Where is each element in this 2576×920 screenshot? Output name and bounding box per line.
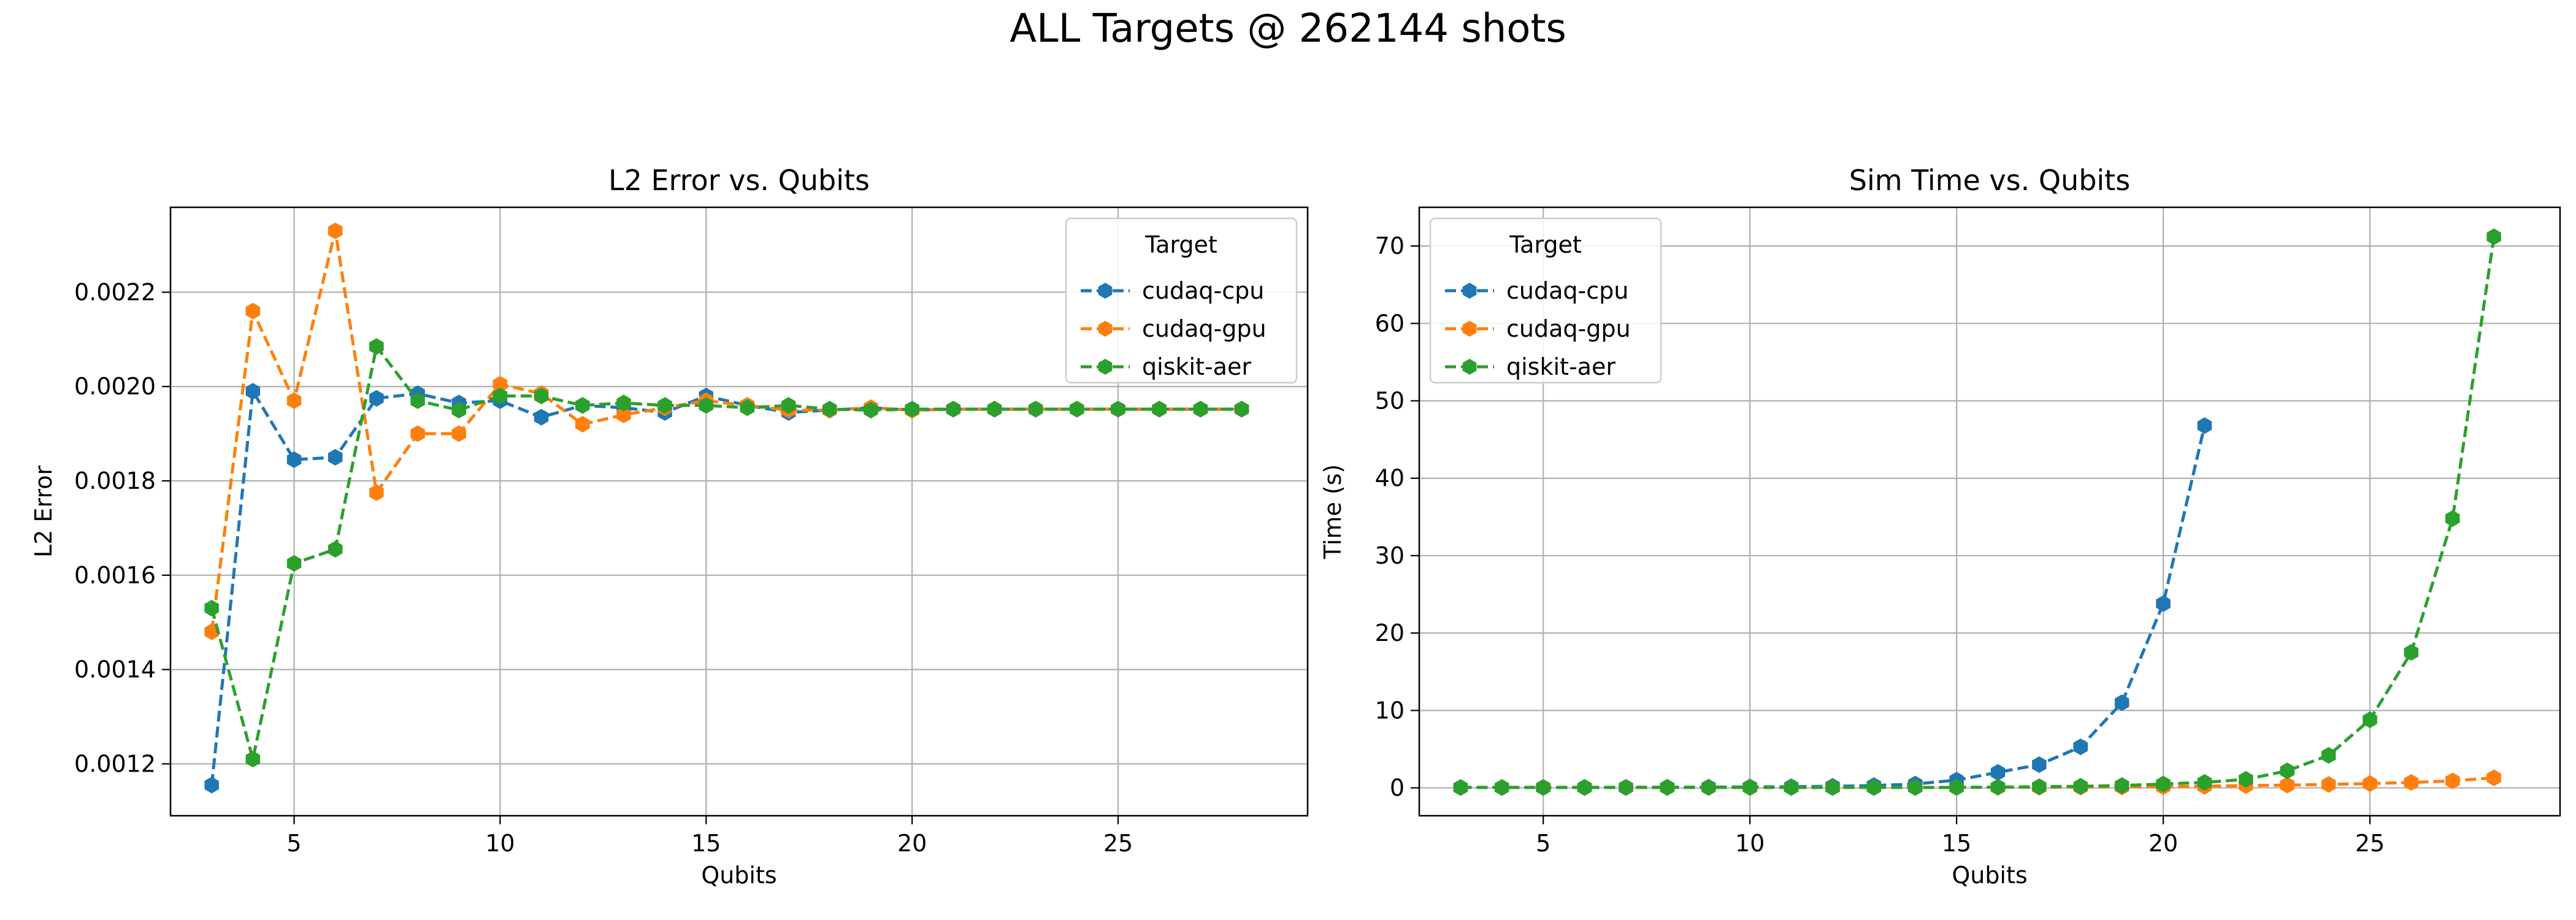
y-tick-label: 0.0020: [74, 373, 156, 400]
series-qiskit-aer: [204, 338, 1249, 768]
data-point: [286, 555, 302, 572]
data-point: [451, 425, 466, 442]
data-point: [410, 425, 425, 442]
legend: Target cudaq-cpu cudaq-gpu qiskit-aer: [1065, 217, 1298, 384]
legend-swatch-marker: [1098, 321, 1113, 337]
data-point: [1028, 401, 1043, 418]
data-point: [987, 401, 1002, 418]
data-point: [822, 401, 837, 418]
data-point: [1070, 401, 1084, 418]
legend-swatch-marker: [1098, 283, 1113, 299]
x-tick-label: 10: [485, 830, 515, 857]
data-point: [534, 388, 549, 405]
data-point: [328, 540, 343, 558]
data-point: [245, 751, 261, 768]
data-point: [575, 397, 590, 414]
data-point: [1152, 401, 1167, 418]
data-point: [946, 401, 961, 418]
data-point: [616, 394, 631, 412]
series-line-cudaq-gpu: [210, 230, 1242, 632]
y-tick-label: 0.0022: [74, 278, 156, 305]
x-tick-label: 15: [691, 830, 721, 857]
data-point: [616, 406, 631, 423]
data-point: [1193, 401, 1208, 418]
data-point: [657, 397, 672, 414]
axes-frame: [169, 206, 1309, 817]
figure-suptitle: ALL Targets @ 262144 shots: [1010, 6, 1566, 52]
data-point: [864, 402, 878, 419]
data-point: [410, 392, 425, 409]
chart-title: L2 Error vs. Qubits: [608, 164, 870, 197]
y-tick-label: 0.0012: [74, 750, 156, 777]
data-point: [245, 302, 261, 320]
y-tick-label: 0.0018: [74, 467, 156, 494]
x-axis-label: Qubits: [701, 862, 776, 889]
data-point: [905, 401, 919, 418]
legend-title: Target: [1144, 231, 1217, 258]
x-tick-label: 5: [286, 830, 301, 857]
y-tick-label: 0.0016: [74, 562, 156, 589]
x-tick-label: 25: [1103, 830, 1133, 857]
y-axis-label: L2 Error: [30, 466, 57, 558]
data-point: [781, 397, 796, 414]
data-point: [699, 397, 713, 414]
data-point: [286, 392, 302, 409]
legend-swatch-marker: [1098, 359, 1113, 375]
series-cudaq-cpu: [204, 383, 1249, 794]
data-point: [204, 776, 219, 794]
data-point: [740, 399, 755, 416]
data-point: [245, 383, 261, 400]
series-line-cudaq-cpu: [210, 386, 1242, 786]
legend-entry: cudaq-cpu: [1142, 277, 1264, 304]
data-point: [369, 389, 384, 407]
data-point: [369, 484, 384, 501]
data-point: [328, 449, 343, 466]
data-point: [451, 402, 466, 419]
data-point: [575, 416, 590, 433]
data-point: [328, 222, 343, 239]
chart-0: 5 10 15 20 25 0.0012 0.0014 0.0016 0.0018 0.0020 0…: [30, 164, 1309, 889]
y-tick-label: 0.0014: [74, 656, 156, 683]
data-point: [493, 388, 508, 405]
data-point: [534, 408, 549, 426]
legend-entry: cudaq-gpu: [1142, 315, 1267, 342]
data-point: [369, 338, 384, 355]
data-point: [1234, 401, 1249, 418]
data-point: [1111, 401, 1125, 418]
legend-entry: qiskit-aer: [1142, 353, 1251, 380]
data-point: [286, 451, 302, 468]
data-point: [204, 600, 219, 617]
legend-box: [1065, 217, 1298, 384]
series-line-qiskit-aer: [210, 342, 1242, 760]
x-tick-label: 20: [897, 830, 927, 857]
